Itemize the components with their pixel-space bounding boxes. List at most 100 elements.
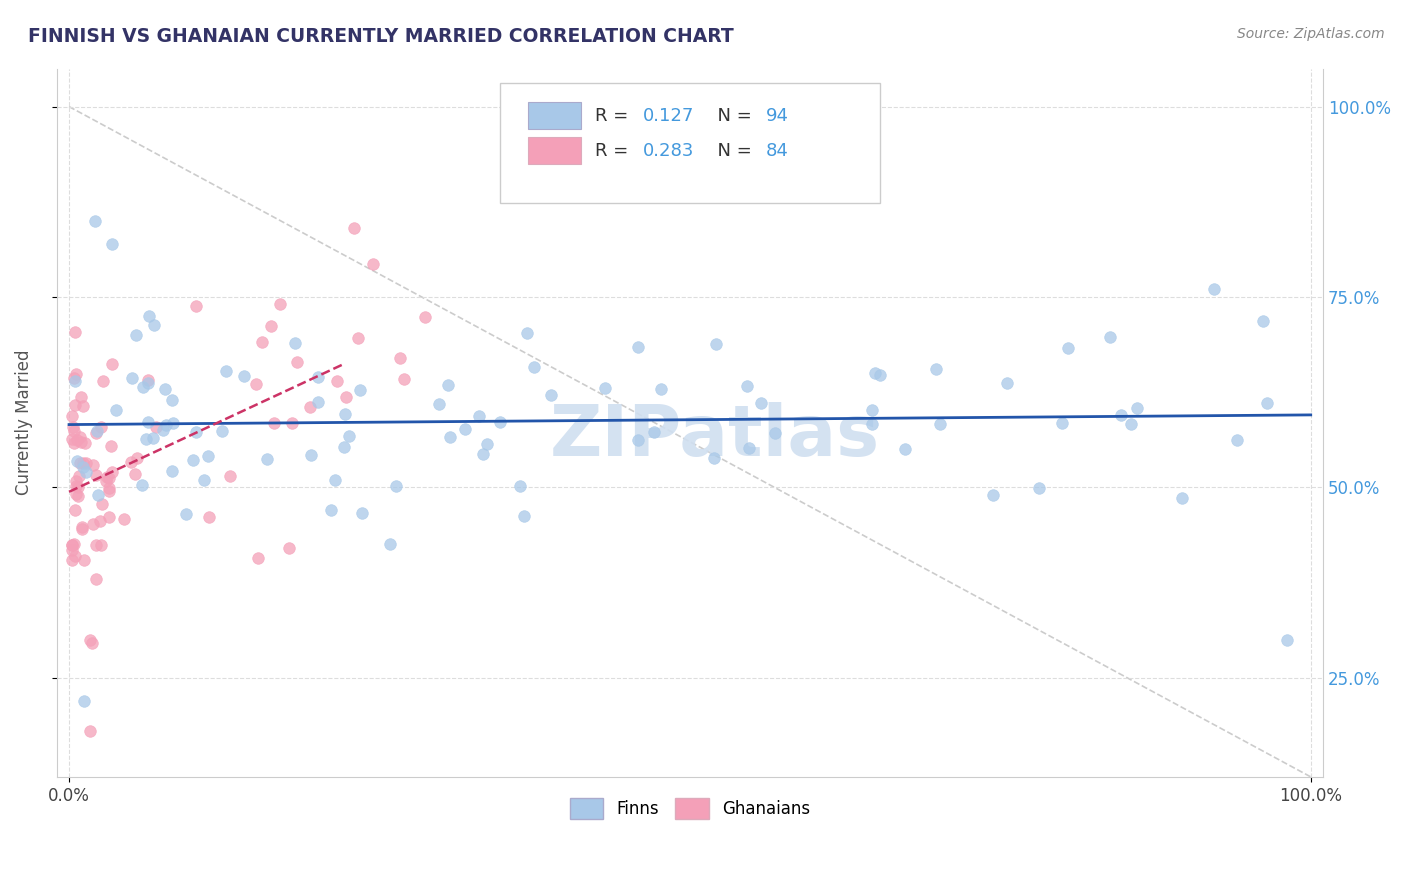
Point — [136, 415, 159, 429]
Point — [60, 432, 83, 446]
Point — [232, 369, 254, 384]
Point — [540, 388, 562, 402]
Point — [924, 362, 946, 376]
Point — [704, 337, 727, 351]
Point — [100, 439, 122, 453]
Point — [60, 553, 83, 567]
Point — [197, 449, 219, 463]
Point — [307, 370, 329, 384]
Point — [181, 453, 204, 467]
Point — [489, 415, 512, 429]
Point — [284, 335, 307, 350]
Point — [738, 441, 761, 455]
Point — [413, 310, 436, 324]
Point — [69, 456, 91, 470]
Point — [65, 549, 87, 564]
Point — [349, 383, 371, 397]
Point — [132, 379, 155, 393]
Point — [337, 429, 360, 443]
Point — [65, 374, 87, 388]
Point — [319, 502, 342, 516]
Point — [385, 479, 408, 493]
Point — [73, 694, 96, 708]
Point — [73, 553, 96, 567]
Point — [299, 448, 322, 462]
Point — [63, 424, 86, 438]
Point — [62, 538, 84, 552]
Point — [97, 510, 120, 524]
Point — [65, 486, 87, 500]
Point — [67, 480, 90, 494]
Text: FINNISH VS GHANAIAN CURRENTLY MARRIED CORRELATION CHART: FINNISH VS GHANAIAN CURRENTLY MARRIED CO… — [28, 27, 734, 45]
Point — [75, 456, 97, 470]
Point — [863, 366, 886, 380]
Point — [335, 390, 357, 404]
Text: R =: R = — [595, 107, 634, 125]
Point — [62, 419, 84, 434]
Legend: Finns, Ghanaians: Finns, Ghanaians — [562, 791, 817, 825]
Point — [90, 538, 112, 552]
Point — [67, 469, 90, 483]
Point — [101, 236, 124, 251]
Point — [269, 297, 291, 311]
Point — [352, 506, 374, 520]
Point — [1125, 401, 1147, 415]
Point — [860, 417, 883, 431]
Point — [65, 479, 87, 493]
Point — [84, 572, 107, 586]
Point — [90, 497, 112, 511]
Point — [72, 399, 94, 413]
Point — [1098, 330, 1121, 344]
Point — [193, 473, 215, 487]
Point — [152, 423, 174, 437]
Point — [60, 538, 83, 552]
Point — [138, 373, 160, 387]
Point — [627, 340, 650, 354]
Point — [1202, 282, 1225, 296]
Point — [72, 522, 94, 536]
Point — [124, 467, 146, 482]
Point — [97, 471, 120, 485]
Text: N =: N = — [706, 107, 758, 125]
Point — [388, 351, 411, 365]
Point — [1171, 491, 1194, 506]
Point — [65, 325, 87, 339]
Point — [89, 515, 111, 529]
Point — [82, 516, 104, 531]
Point — [995, 376, 1018, 390]
Point — [72, 459, 94, 474]
Point — [392, 372, 415, 386]
Point — [153, 382, 176, 396]
Point — [513, 509, 536, 524]
Point — [67, 489, 90, 503]
Point — [138, 309, 160, 323]
Point — [278, 541, 301, 556]
Text: 0.127: 0.127 — [643, 107, 695, 125]
Point — [145, 420, 167, 434]
Point — [439, 430, 461, 444]
Text: 94: 94 — [766, 107, 789, 125]
Point — [63, 537, 86, 551]
Point — [593, 381, 616, 395]
Point — [218, 468, 240, 483]
Point — [281, 416, 304, 430]
Text: ZIPatlas: ZIPatlas — [550, 402, 880, 471]
Point — [429, 397, 451, 411]
Point — [112, 512, 135, 526]
Y-axis label: Currently Married: Currently Married — [15, 350, 32, 495]
Point — [869, 368, 891, 383]
Point — [70, 520, 93, 534]
Point — [87, 488, 110, 502]
Text: N =: N = — [706, 143, 758, 161]
Point — [70, 390, 93, 404]
Point — [91, 375, 114, 389]
Point — [1052, 416, 1074, 430]
Point — [245, 376, 267, 391]
Point — [63, 370, 86, 384]
Point — [66, 453, 89, 467]
Point — [86, 426, 108, 441]
Point — [80, 636, 103, 650]
Point — [472, 447, 495, 461]
Bar — [527, 102, 581, 128]
Point — [380, 537, 402, 551]
